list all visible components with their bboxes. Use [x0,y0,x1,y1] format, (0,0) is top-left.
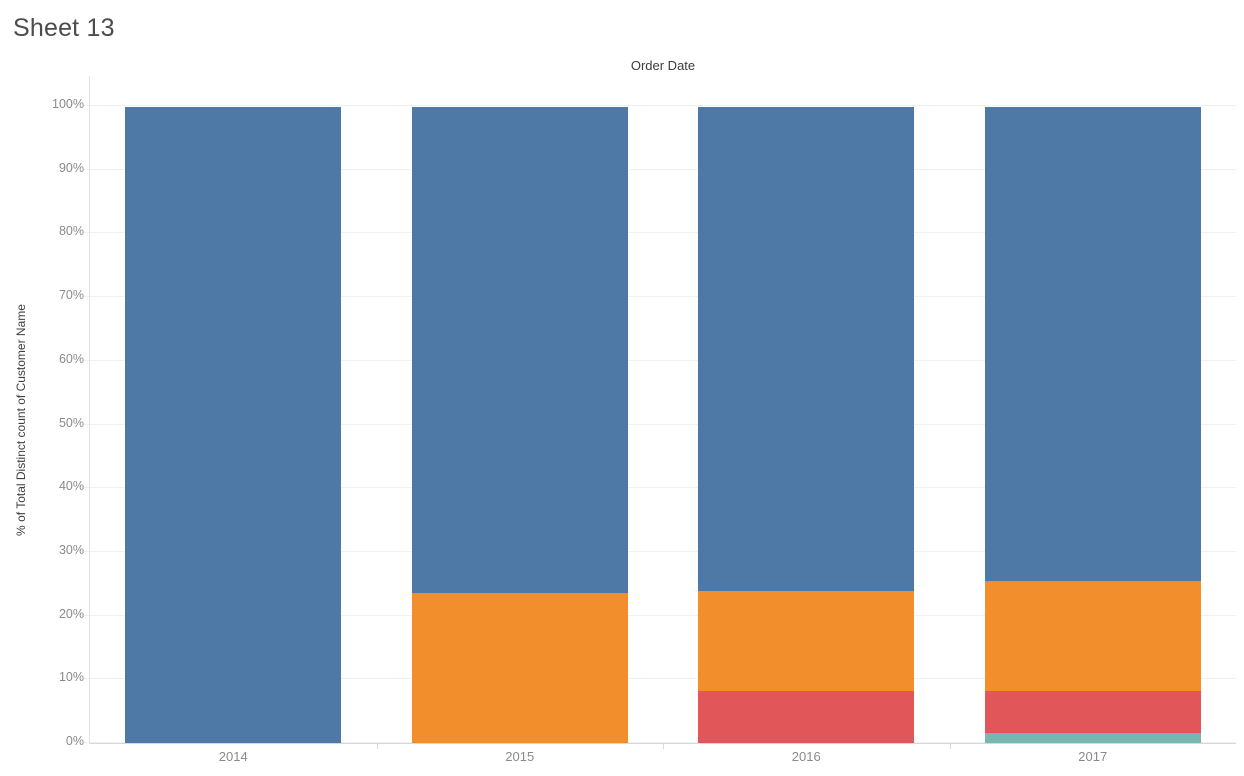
gridline-40% [84,487,1236,489]
ytick-label-60%: 60% [58,351,84,366]
column-boundary-tick [376,743,378,749]
gridline-50% [84,423,1236,425]
xtick-label-2015: 2015 [505,749,535,764]
ytick-label-50%: 50% [58,415,84,430]
xtick-label-2017: 2017 [1078,749,1108,764]
gridline-10% [84,678,1236,680]
ytick-label-20%: 20% [58,606,84,621]
gridline-90% [84,168,1236,170]
y-axis-tick-labels: 0% 10% 20% 30% 40% 50% 60% 70% 80% 90% 100% [36,0,84,776]
xtick-label-2016: 2016 [791,749,821,764]
ytick-label-30%: 30% [58,542,84,557]
ytick-label-10%: 10% [58,670,84,685]
column-boundary-tick [949,743,951,749]
gridline-80% [84,232,1236,234]
sheet-title: Sheet 13 [13,14,115,42]
plot-area [84,105,1236,743]
gridline-70% [84,296,1236,298]
bar-2014 [125,107,342,743]
ytick-label-80%: 80% [58,224,84,239]
bar-2015 [411,107,628,743]
bar-2017-segment-orange[interactable] [984,581,1201,692]
ytick-label-100%: 100% [52,97,84,111]
bar-2016-segment-orange[interactable] [698,590,915,692]
bar-2014-segment-blue[interactable] [125,107,342,743]
bar-2016-segment-red[interactable] [698,691,915,743]
ytick-label-0%: 0% [65,734,84,748]
bar-2017-segment-blue[interactable] [984,107,1201,582]
column-boundary-tick [663,743,664,749]
gridline-30% [84,550,1236,552]
y-axis-title: % of Total Distinct count of Customer Na… [14,304,28,536]
gridline-100% [84,105,1236,106]
gridline-20% [84,614,1236,616]
bar-2015-segment-blue[interactable] [411,107,628,593]
bar-2016-segment-blue[interactable] [698,107,915,591]
bar-2017-segment-red[interactable] [984,691,1201,734]
bar-2017 [984,107,1201,743]
bar-2016 [698,107,915,743]
bar-2015-segment-orange[interactable] [411,592,628,743]
xtick-label-2014: 2014 [218,749,248,764]
gridline-0% [84,742,1236,743]
bar-2017-segment-teal[interactable] [984,733,1201,743]
ytick-label-90%: 90% [58,160,84,175]
y-axis-line [89,76,90,744]
ytick-label-40%: 40% [58,479,84,494]
gridline-60% [84,359,1236,361]
column-field-header: Order Date [630,58,696,73]
ytick-label-70%: 70% [58,288,84,303]
